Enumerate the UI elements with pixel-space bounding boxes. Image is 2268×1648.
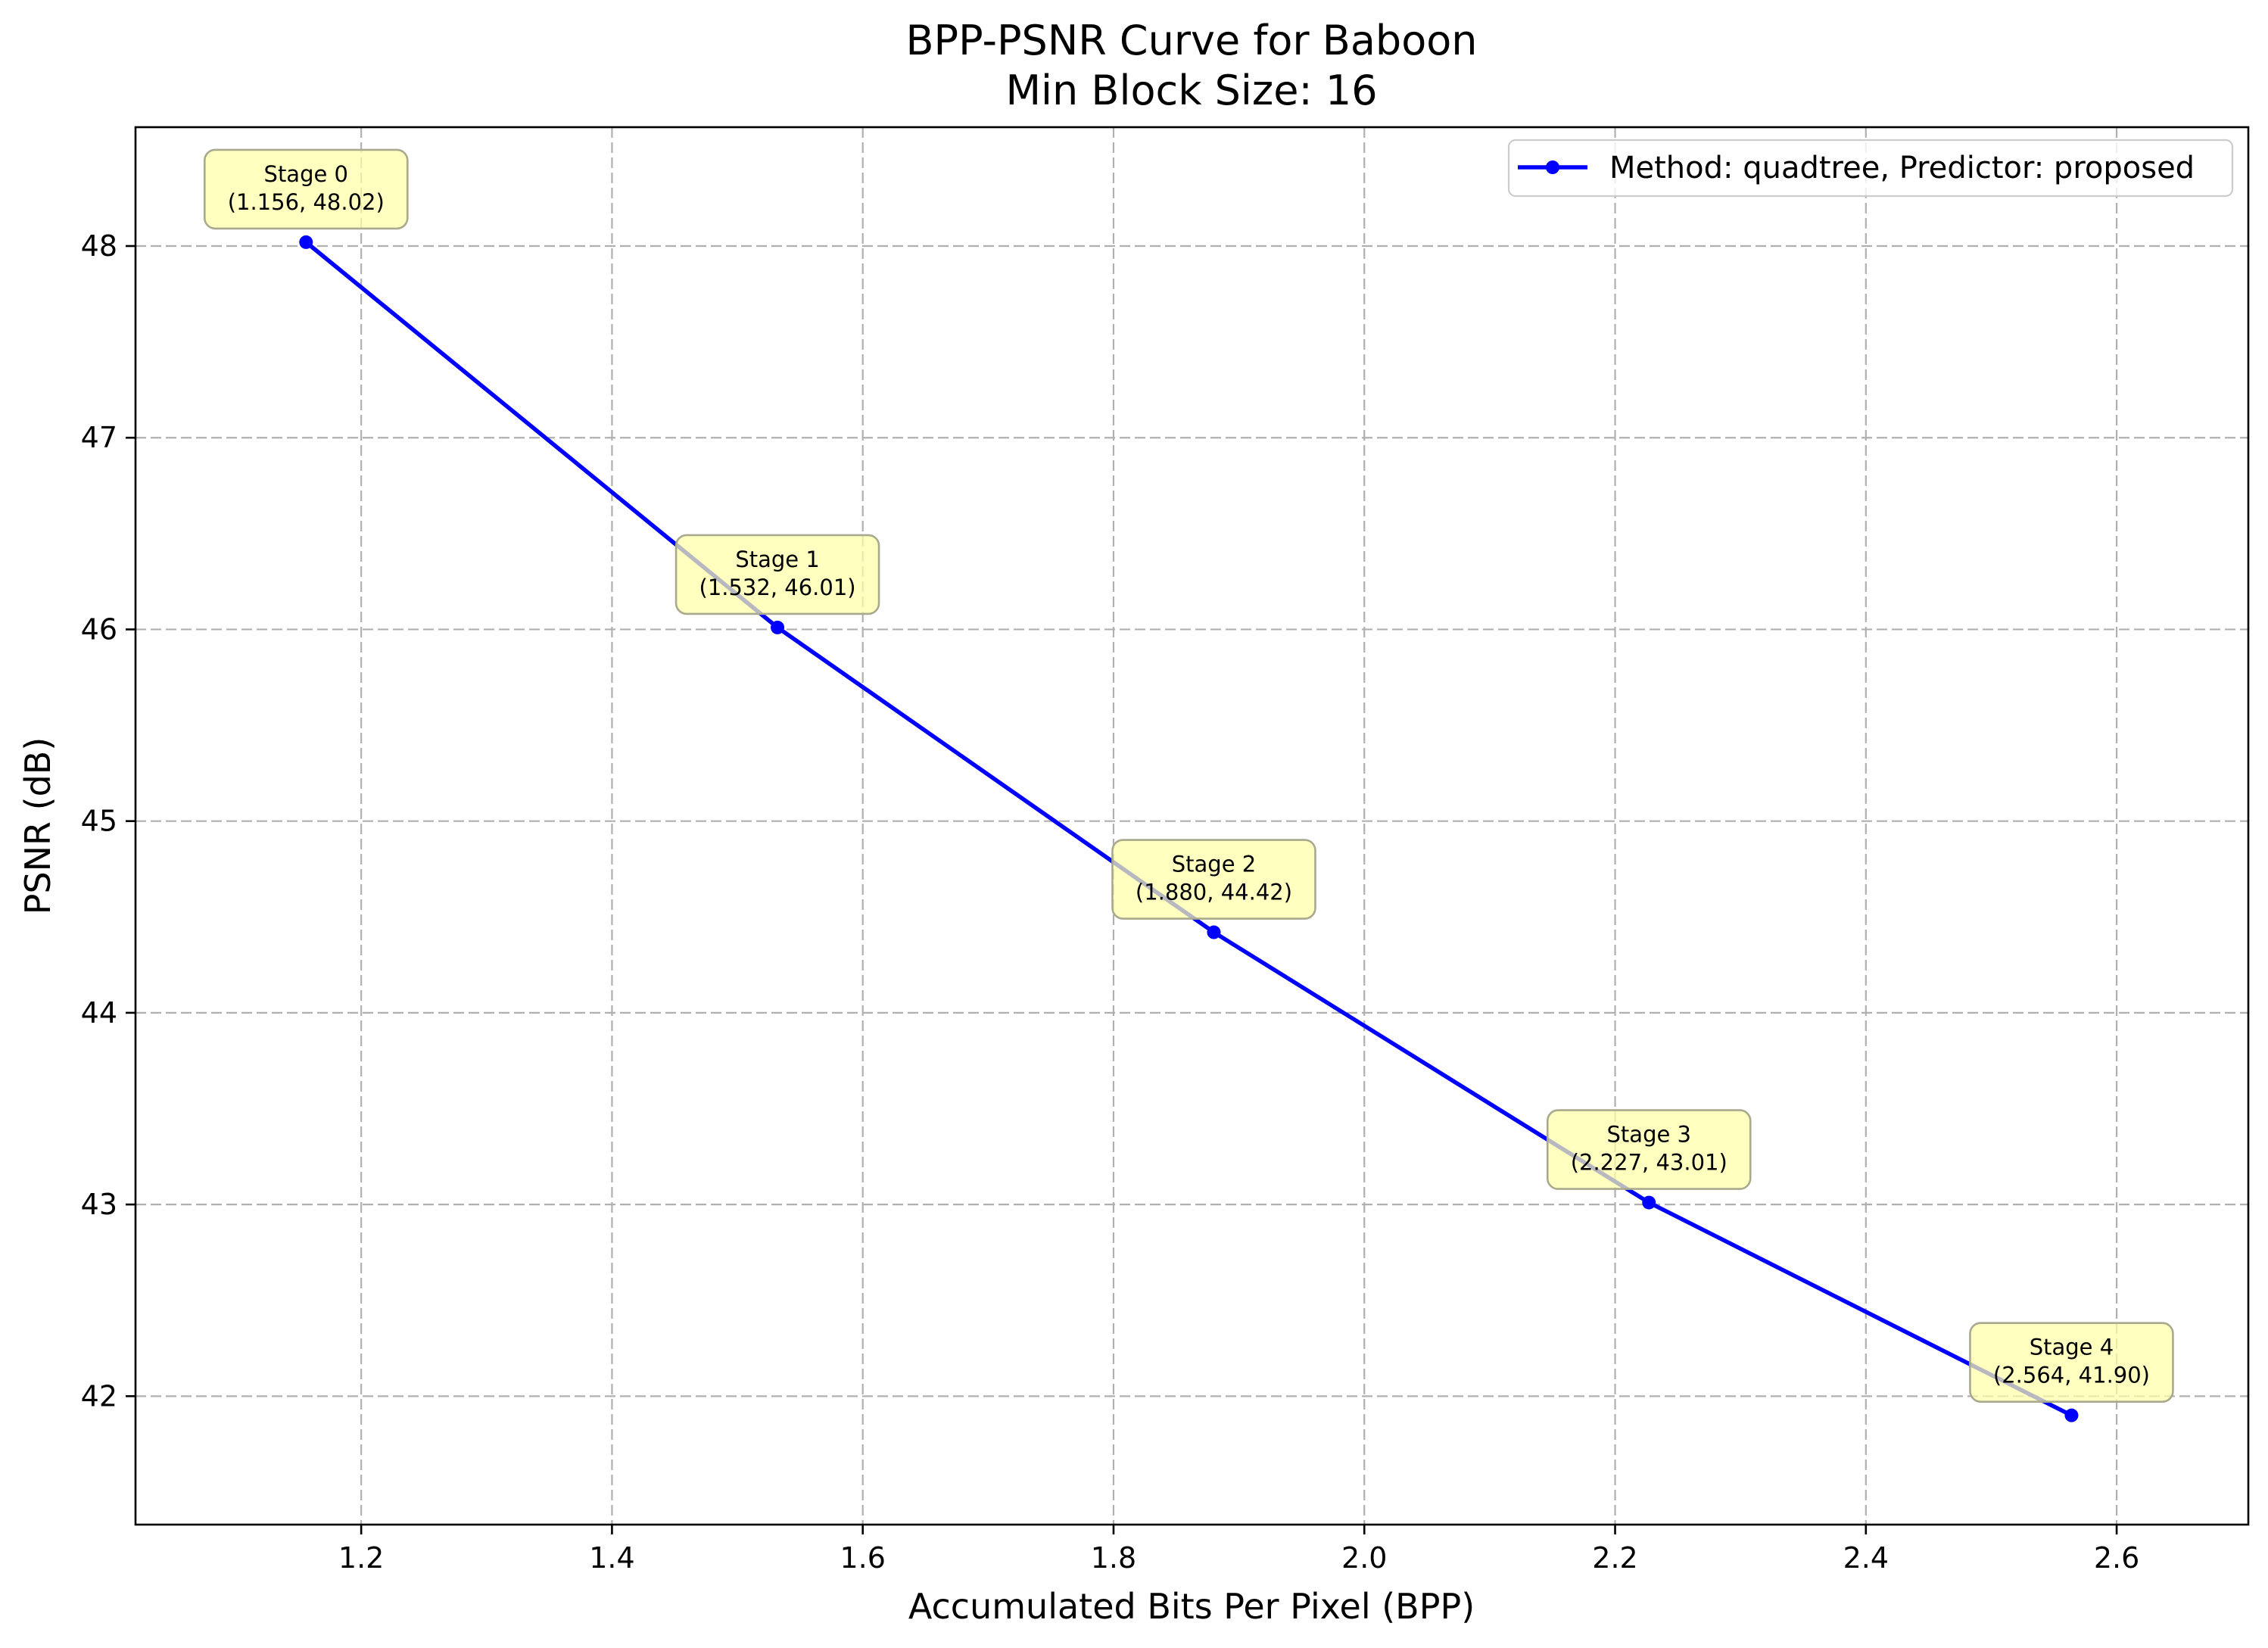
annotation-callout: Stage 1 (1.532, 46.01) bbox=[674, 534, 880, 615]
x-tick-label: 1.4 bbox=[589, 1541, 634, 1575]
annotation-stage-label: Stage 2 bbox=[1172, 852, 1256, 877]
y-tick-label: 43 bbox=[81, 1188, 117, 1221]
annotation-coordinates: (2.227, 43.01) bbox=[1571, 1150, 1727, 1176]
x-tick-label: 1.6 bbox=[840, 1541, 885, 1575]
y-tick-label: 48 bbox=[81, 229, 117, 263]
x-tick-label: 1.8 bbox=[1091, 1541, 1136, 1575]
data-point bbox=[1642, 1195, 1656, 1210]
y-tick-label: 46 bbox=[81, 612, 117, 646]
annotation-box bbox=[203, 148, 409, 230]
chart-title: BPP-PSNR Curve for Baboon bbox=[906, 17, 1478, 64]
annotation-layer: Stage 0(1.156, 48.02) Stage 1 (1.532, 46.0… bbox=[203, 148, 2174, 1403]
annotation-box bbox=[1969, 1322, 2174, 1403]
annotation-stage-label: Stage 4 bbox=[2030, 1335, 2114, 1360]
annotation-callout: Stage 0(1.156, 48.02) bbox=[203, 148, 409, 230]
chart-subtitle: Min Block Size: 16 bbox=[1005, 67, 1377, 114]
y-axis-ticks: 42 43 44 45 46 47 48 bbox=[81, 229, 136, 1413]
y-tick-label: 45 bbox=[81, 805, 117, 838]
annotation-callout: Stage 3(2.227, 43.01) bbox=[1546, 1109, 1752, 1190]
x-tick-label: 2.0 bbox=[1341, 1541, 1387, 1575]
annotation-box bbox=[674, 534, 880, 615]
data-point bbox=[2064, 1408, 2079, 1422]
legend-label: Method: quadtree, Predictor: proposed bbox=[1609, 151, 2195, 185]
legend: Method: quadtree, Predictor: proposed bbox=[1507, 139, 2234, 198]
x-tick-label: 2.6 bbox=[2094, 1541, 2139, 1575]
annotation-callout: Stage 4 (2.564, 41.90) bbox=[1969, 1322, 2174, 1403]
annotation-box bbox=[1546, 1109, 1752, 1190]
annotation-stage-label: Stage 3 bbox=[1607, 1122, 1691, 1148]
legend-box bbox=[1507, 139, 2234, 198]
x-tick-label: 1.2 bbox=[338, 1541, 384, 1575]
y-tick-label: 44 bbox=[81, 996, 117, 1030]
annotation-box bbox=[1111, 839, 1316, 920]
x-axis-ticks: 1.2 1.4 1.6 1.8 2.0 2.2 2.4 2.6 bbox=[338, 1525, 2139, 1575]
y-tick-label: 47 bbox=[81, 421, 117, 454]
x-axis-label: Accumulated Bits Per Pixel (BPP) bbox=[908, 1586, 1475, 1627]
x-tick-label: 2.4 bbox=[1843, 1541, 1889, 1575]
data-point bbox=[299, 235, 313, 249]
annotation-coordinates: (1.880, 44.42) bbox=[1136, 880, 1292, 905]
data-point bbox=[771, 620, 785, 634]
series-layer bbox=[299, 235, 2079, 1422]
plot-frame bbox=[134, 126, 2250, 1526]
annotation-stage-label: Stage 0 bbox=[264, 161, 348, 187]
x-tick-label: 2.2 bbox=[1592, 1541, 1637, 1575]
data-point bbox=[1207, 925, 1221, 939]
annotation-stage-label: Stage 1 bbox=[735, 547, 819, 572]
annotation-callout: Stage 2 (1.880, 44.42) bbox=[1111, 839, 1316, 920]
annotation-coordinates: (2.564, 41.90) bbox=[1993, 1363, 2150, 1388]
grid-layer bbox=[136, 127, 2248, 1525]
annotation-coordinates: (1.156, 48.02) bbox=[228, 189, 385, 215]
annotation-coordinates: (1.532, 46.01) bbox=[699, 575, 856, 600]
legend-marker-swatch bbox=[1546, 160, 1559, 174]
y-axis-label: PSNR (dB) bbox=[17, 737, 58, 915]
y-tick-label: 42 bbox=[81, 1379, 117, 1413]
